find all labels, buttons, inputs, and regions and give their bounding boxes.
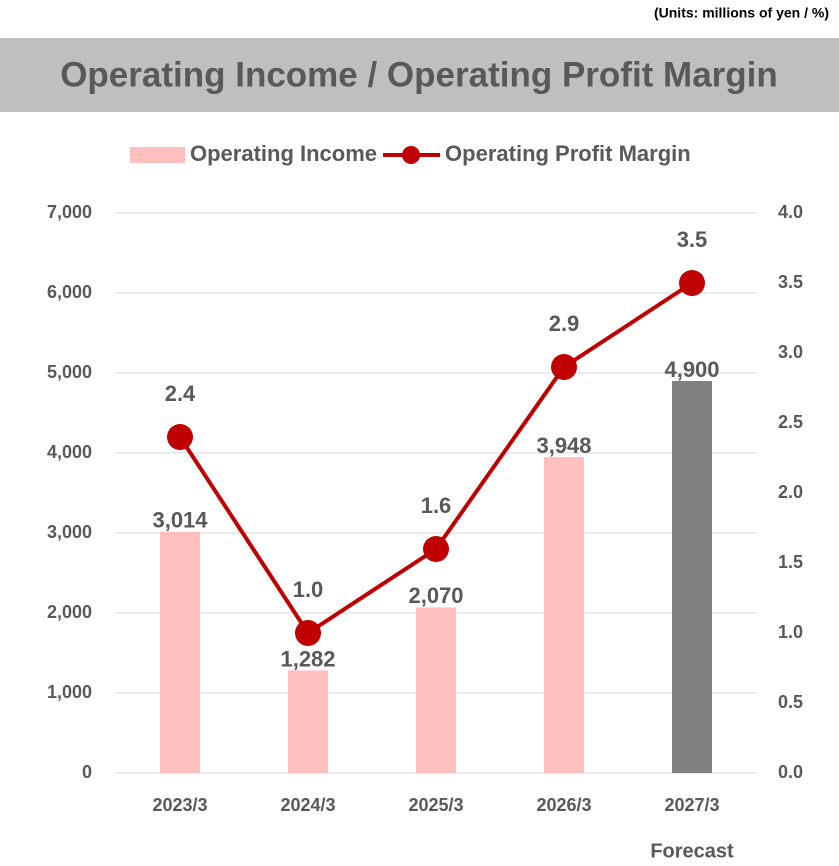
y2-tick-label: 1.5	[778, 552, 803, 572]
bar-value-label: 3,948	[536, 433, 591, 458]
x-tick-label: 2023/3	[152, 795, 207, 815]
y-tick-label: 3,000	[47, 522, 92, 542]
y-tick-label: 7,000	[47, 202, 92, 222]
y2-tick-label: 3.0	[778, 342, 803, 362]
y2-tick-label: 0.0	[778, 762, 803, 782]
y2-tick-label: 2.0	[778, 482, 803, 502]
x-tick-label: 2025/3	[408, 795, 463, 815]
y2-tick-label: 4.0	[778, 202, 803, 222]
legend-marker	[402, 146, 421, 164]
y-tick-label: 0	[82, 762, 92, 782]
bar	[288, 670, 328, 773]
line-marker	[679, 270, 705, 296]
bar	[544, 457, 584, 773]
y-tick-label: 5,000	[47, 362, 92, 382]
bar-value-label: 1,282	[280, 646, 335, 671]
annotation: Forecast	[650, 840, 734, 862]
units-note: (Units: millions of yen / %)	[654, 5, 829, 21]
y2-tick-label: 1.0	[778, 622, 803, 642]
bar	[416, 607, 456, 773]
line-marker	[551, 354, 577, 380]
y-tick-label: 4,000	[47, 442, 92, 462]
line-value-label: 1.6	[421, 493, 452, 518]
bar	[160, 531, 200, 773]
legend-swatch	[130, 147, 185, 163]
y-tick-label: 2,000	[47, 602, 92, 622]
line-value-label: 1.0	[293, 577, 324, 602]
chart-title: Operating Income / Operating Profit Marg…	[60, 55, 778, 94]
y-tick-label: 6,000	[47, 282, 92, 302]
y-tick-label: 1,000	[47, 682, 92, 702]
x-tick-label: 2024/3	[280, 795, 335, 815]
legend-label: Operating Profit Margin	[445, 141, 691, 166]
line	[178, 281, 694, 636]
bar-value-label: 3,014	[152, 508, 208, 533]
y2-tick-label: 3.5	[778, 272, 803, 292]
line-marker	[423, 536, 449, 562]
bar	[672, 381, 712, 773]
line-value-label: 2.4	[165, 381, 196, 406]
line-marker	[295, 620, 321, 646]
line-marker	[167, 424, 193, 450]
y2-tick-label: 2.5	[778, 412, 803, 432]
x-tick-label: 2027/3	[664, 795, 719, 815]
line-value-label: 3.5	[677, 227, 708, 252]
bar-value-label: 2,070	[408, 583, 463, 608]
title-banner	[0, 38, 839, 112]
x-tick-label: 2026/3	[536, 795, 591, 815]
bar-value-label: 4,900	[664, 357, 719, 382]
y2-tick-label: 0.5	[778, 692, 803, 712]
line-value-label: 2.9	[549, 311, 580, 336]
legend-label: Operating Income	[190, 141, 377, 166]
